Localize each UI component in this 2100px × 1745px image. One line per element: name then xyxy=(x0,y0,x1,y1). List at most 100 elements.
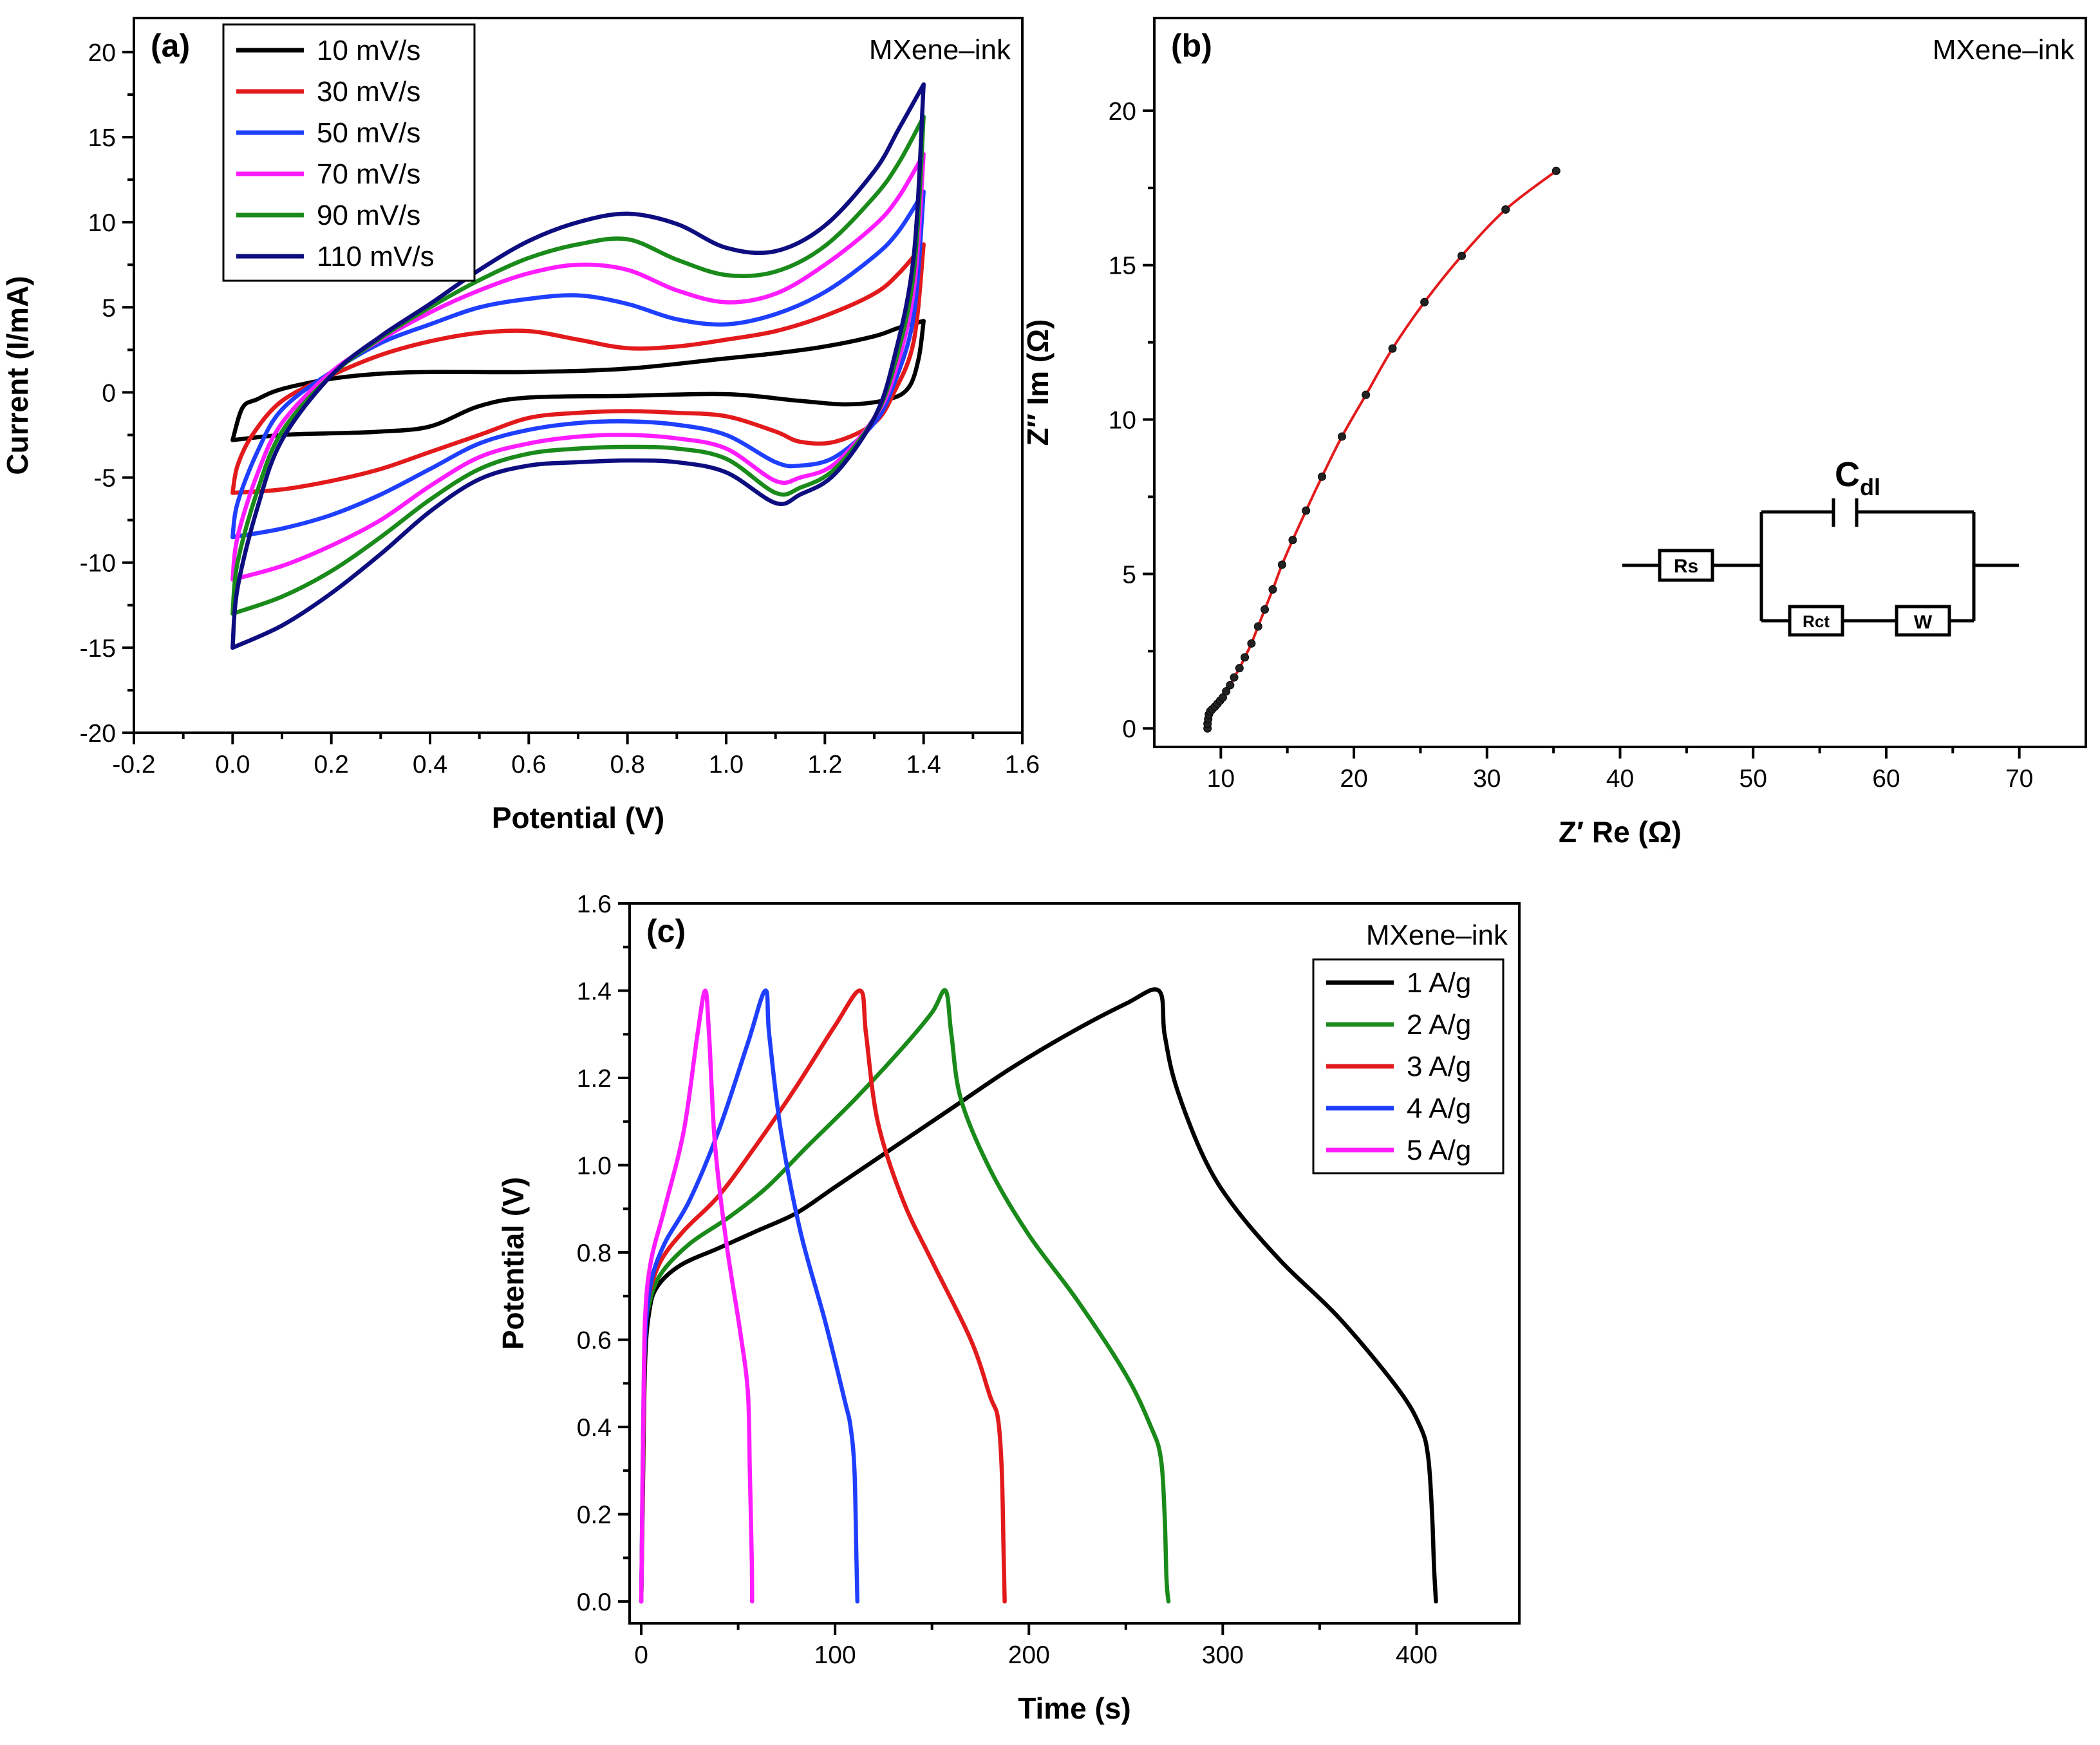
eis-sample-label: MXene–ink xyxy=(1933,34,2075,66)
x-tick-label: 1.4 xyxy=(906,751,941,778)
y-tick-label: 0 xyxy=(1122,715,1136,743)
gcd-panel-label: (c) xyxy=(646,913,686,949)
legend-label: 2 A/g xyxy=(1407,1009,1471,1041)
gcd-x-axis-title: Time (s) xyxy=(1018,1692,1131,1725)
cv-plot-frame xyxy=(133,17,1024,734)
eis-curve xyxy=(1206,169,1558,730)
circuit-w-label: W xyxy=(1914,612,1933,633)
eis-data-point xyxy=(1288,536,1297,545)
gcd-plot-frame xyxy=(628,902,1521,1625)
gcd-y-axis-title: Potential (V) xyxy=(496,1177,530,1350)
cv-curve xyxy=(230,82,926,650)
eis-panel-label: (b) xyxy=(1171,28,1212,64)
gcd-sample-label: MXene–ink xyxy=(1366,920,1508,951)
x-tick-label: 0 xyxy=(634,1641,648,1669)
x-tick-label: 400 xyxy=(1396,1641,1438,1669)
eis-data-point xyxy=(1222,687,1231,696)
circuit-cdl-subscript: dl xyxy=(1860,474,1880,500)
y-tick-label: -15 xyxy=(80,635,116,663)
eis-data-point xyxy=(1362,390,1371,399)
gcd-axis-ticks: 0 100 200 300 400 0.0 0.2 0.4 0.6 0.8 1.0 1.2 1.4 1.6 xyxy=(577,891,1438,1669)
y-tick-label: 10 xyxy=(88,209,116,237)
y-tick-label: -10 xyxy=(80,550,116,578)
y-tick-label: 0.2 xyxy=(577,1502,612,1529)
gcd-curve xyxy=(639,988,755,1604)
legend-label: 5 A/g xyxy=(1407,1135,1471,1166)
cv-curve xyxy=(230,242,926,495)
eis-data-point xyxy=(1420,297,1429,307)
legend-label: 110 mV/s xyxy=(317,241,435,272)
legend-label: 50 mV/s xyxy=(317,117,420,149)
equivalent-circuit-diagram: Rs Cdl Rct W xyxy=(1622,455,2019,637)
y-tick-label: 15 xyxy=(88,124,116,152)
cv-curve xyxy=(230,319,926,442)
eis-y-axis-title: Z″ Im (Ω) xyxy=(1021,319,1055,446)
y-tick-label: 5 xyxy=(102,294,116,322)
y-tick-label: 15 xyxy=(1109,252,1136,280)
eis-plot-frame xyxy=(1153,17,2087,748)
eis-data-point xyxy=(1241,653,1250,662)
eis-data-point xyxy=(1337,432,1346,441)
eis-data-point xyxy=(1268,585,1277,594)
gcd-legend: 1 A/g 2 A/g 3 A/g 4 A/g 5 A/g xyxy=(1312,958,1505,1174)
eis-data-point xyxy=(1458,251,1467,260)
gcd-curve xyxy=(639,987,1438,1604)
x-tick-label: 100 xyxy=(814,1641,856,1669)
eis-x-axis-title: Z′ Re (Ω) xyxy=(1559,815,1682,849)
cv-sample-label: MXene–ink xyxy=(869,34,1011,66)
panel-b-eis-chart: 10 20 30 40 50 60 70 0 5 10 15 20 (b) MXene–ink Z′ … xyxy=(1021,17,2087,849)
cv-y-axis-title: Current (I/mA) xyxy=(1,276,34,475)
circuit-rs-label: Rs xyxy=(1674,556,1698,577)
cv-legend-frame xyxy=(222,23,476,282)
y-tick-label: 5 xyxy=(1122,561,1136,589)
x-tick-label: 60 xyxy=(1872,765,1900,793)
y-tick-label: 20 xyxy=(1109,98,1136,126)
legend-label: 1 A/g xyxy=(1407,967,1471,999)
legend-label: 3 A/g xyxy=(1407,1051,1471,1082)
x-tick-label: 0.2 xyxy=(314,751,349,778)
circuit-cdl-label: Cdl xyxy=(1835,455,1880,500)
x-tick-label: 30 xyxy=(1473,765,1501,793)
y-tick-label: 10 xyxy=(1109,407,1136,435)
x-tick-label: 1.2 xyxy=(807,751,842,778)
y-tick-label: 0.4 xyxy=(577,1414,612,1442)
x-tick-label: 0.8 xyxy=(610,751,645,778)
eis-data-point xyxy=(1230,673,1239,682)
eis-data-point xyxy=(1501,205,1510,214)
legend-label: 70 mV/s xyxy=(317,158,420,190)
y-tick-label: 0 xyxy=(102,379,116,407)
x-tick-label: 70 xyxy=(2005,765,2033,793)
gcd-curve xyxy=(639,988,1007,1604)
y-tick-label: 0.0 xyxy=(577,1589,612,1616)
circuit-rct-label: Rct xyxy=(1803,612,1830,631)
x-tick-label: 50 xyxy=(1739,765,1767,793)
y-tick-label: 1.6 xyxy=(577,891,612,918)
x-tick-label: 300 xyxy=(1202,1641,1244,1669)
eis-data-point xyxy=(1247,639,1256,648)
x-tick-label: 200 xyxy=(1008,1641,1050,1669)
cv-series-group xyxy=(230,82,926,650)
eis-data-point xyxy=(1277,560,1286,569)
gcd-curve xyxy=(639,988,1171,1604)
legend-label: 90 mV/s xyxy=(317,200,420,231)
x-tick-label: 0.6 xyxy=(511,751,546,778)
cv-legend: 10 mV/s 30 mV/s 50 mV/s 70 mV/s 90 mV/s 110 m… xyxy=(222,23,476,282)
eis-data-point xyxy=(1226,681,1235,690)
panel-a-cv-chart: -0.2 0.0 0.2 0.4 0.6 0.8 1.0 1.2 1.4 1.6 -20 -15 -10… xyxy=(1,17,1040,835)
x-tick-label: -0.2 xyxy=(112,751,155,778)
x-tick-label: 0.4 xyxy=(413,751,447,778)
circuit-rs-resistor xyxy=(1658,549,1714,582)
eis-data-point xyxy=(1261,605,1270,614)
eis-data-point xyxy=(1253,622,1262,631)
eis-data-point xyxy=(1235,664,1244,673)
x-tick-label: 40 xyxy=(1606,765,1634,793)
x-tick-label: 1.0 xyxy=(709,751,744,778)
cv-panel-label: (a) xyxy=(151,28,190,64)
y-tick-label: 1.0 xyxy=(577,1153,612,1180)
eis-data-point xyxy=(1317,472,1326,481)
eis-data-point xyxy=(1552,166,1561,175)
gcd-series-group xyxy=(639,987,1438,1604)
x-tick-label: 0.0 xyxy=(215,751,250,778)
cv-axis-ticks: -0.2 0.0 0.2 0.4 0.6 0.8 1.0 1.2 1.4 1.6 -20 -15 -10… xyxy=(80,39,1040,778)
x-tick-label: 20 xyxy=(1340,765,1367,793)
